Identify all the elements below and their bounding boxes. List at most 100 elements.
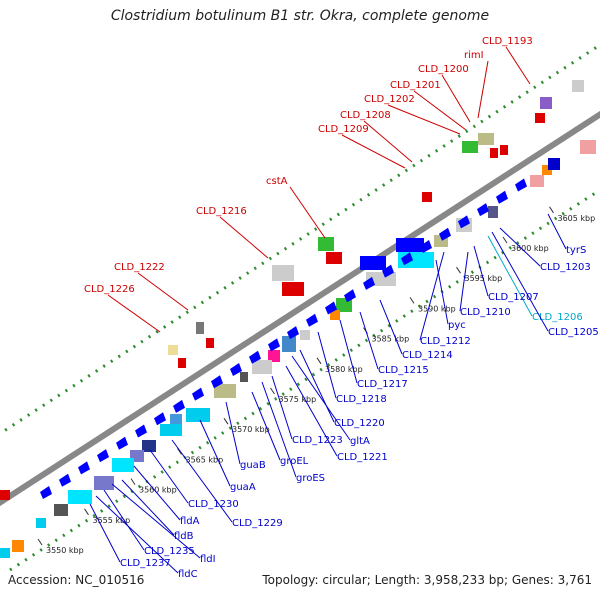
label-leader: [251, 391, 281, 461]
gene-block: [196, 322, 204, 334]
gene-block: [535, 113, 545, 123]
gene-block: [12, 540, 24, 552]
tick-label: 3560 kbp: [139, 486, 177, 495]
gene-arrow: [401, 252, 413, 266]
gene-label: CLD_1200: [418, 64, 469, 75]
gene-block: [422, 192, 432, 202]
gene-block: [490, 148, 498, 158]
gene-block: [206, 338, 214, 348]
gene-block: [540, 97, 552, 109]
gene-block: [530, 175, 544, 187]
label-leader: [137, 272, 189, 311]
label-leader: [413, 90, 467, 131]
gene-label: CLD_1235: [144, 546, 195, 557]
tick-mark: [37, 538, 43, 546]
gene-label: CLD_1206: [532, 312, 583, 323]
gene-block: [500, 145, 508, 155]
gene-label: CLD_1205: [548, 327, 599, 338]
gene-label: CLD_1215: [378, 365, 429, 376]
gene-label: rimI: [464, 50, 484, 61]
gene-block: [272, 265, 294, 281]
label-leader: [171, 439, 233, 523]
tick-label: 3580 kbp: [325, 365, 363, 374]
gene-block: [360, 256, 386, 270]
gene-arrow: [268, 338, 280, 352]
gene-block: [0, 548, 10, 558]
gene-block: [170, 414, 182, 424]
label-leader: [111, 483, 201, 559]
gene-block: [112, 458, 134, 472]
label-leader: [271, 375, 293, 440]
gene-block: [396, 238, 424, 252]
kbp-ticks: 3550 kbp 3555 kbp 3560 kbp 3565 kbp 3570 kbp…: [37, 206, 596, 555]
label-leader: [441, 74, 471, 123]
gene-arrow: [477, 203, 489, 217]
label-leader: [477, 60, 489, 119]
gene-block: [542, 165, 552, 175]
label-leader: [103, 489, 145, 551]
gene-block: [462, 141, 478, 153]
tick-label: 3605 kbp: [558, 214, 596, 223]
label-leader: [107, 294, 161, 333]
gene-label: CLD_1217: [357, 379, 408, 390]
tick-mark: [223, 417, 229, 425]
label-leader: [435, 259, 449, 325]
gene-label: CLD_1221: [337, 452, 388, 463]
gene-block: [330, 310, 340, 320]
tick-label: 3550 kbp: [46, 546, 84, 555]
gene-label: guaB: [240, 460, 266, 471]
gene-label: groEL: [280, 456, 309, 467]
gene-label: CLD_1222: [114, 262, 165, 273]
gene-label: CLD_1209: [318, 124, 369, 135]
label-leader: [299, 349, 335, 423]
label-leader: [225, 401, 241, 465]
label-leader: [149, 449, 189, 504]
summary-text: Topology: circular; Length: 3,958,233 bp…: [262, 573, 592, 587]
label-leader: [341, 134, 406, 169]
gene-arrow: [40, 486, 52, 499]
gene-block: [186, 408, 210, 422]
gene-arrow: [97, 449, 109, 463]
label-leader: [505, 46, 531, 85]
label-leader: [487, 235, 533, 317]
gene-label: CLD_1223: [292, 435, 343, 446]
gene-label: tyrS: [566, 245, 586, 256]
gene-block: [326, 252, 342, 264]
label-leader: [95, 495, 179, 574]
gene-block: [160, 424, 182, 436]
gene-block: [252, 360, 272, 374]
label-leader: [419, 251, 445, 341]
gene-arrow: [135, 424, 147, 438]
gene-arrow: [78, 461, 90, 475]
gene-label: CLD_1208: [340, 110, 391, 121]
tick-label: 3590 kbp: [418, 304, 456, 313]
label-leader: [199, 419, 231, 487]
gene-label: CLD_1202: [364, 94, 415, 105]
gene-block: [300, 330, 310, 340]
gene-arrow: [344, 289, 356, 303]
tick-mark: [456, 266, 461, 274]
gene-label: CLD_1201: [390, 80, 441, 91]
label-leader: [317, 331, 337, 399]
tick-label: 3585 kbp: [372, 335, 410, 344]
gene-block: [178, 358, 186, 368]
gene-label: CLD_1203: [540, 262, 591, 273]
genome-backbone: [0, 110, 600, 507]
tick-label: 3575 kbp: [279, 395, 317, 404]
gene-label: CLD_1218: [336, 394, 387, 405]
tick-label: 3565 kbp: [186, 455, 224, 464]
gene-label: fldC: [178, 569, 198, 580]
tick-mark: [502, 236, 508, 244]
gene-arrow: [211, 375, 223, 389]
label-leader: [219, 216, 269, 259]
gene-label: fldI: [200, 554, 216, 565]
outer-track-guide: [0, 43, 600, 436]
label-leader: [547, 213, 567, 250]
label-leader: [459, 251, 469, 312]
label-leader: [121, 479, 175, 536]
label-leader: [359, 311, 379, 370]
gene-label: CLD_1207: [488, 292, 539, 303]
gene-label: CLD_1230: [188, 499, 239, 510]
gene-block: [488, 206, 498, 218]
